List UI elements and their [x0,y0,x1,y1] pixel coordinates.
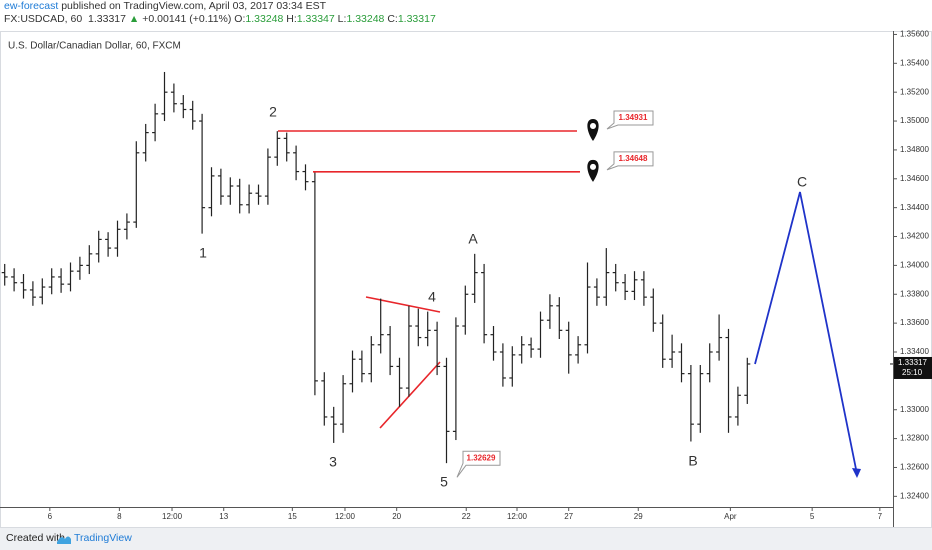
wave-label: 3 [329,454,337,470]
l-label: L: [337,13,347,25]
x-tick-label: 20 [392,512,401,521]
created-with: Created with [6,532,65,544]
header-line-1: ew-forecast published on TradingView.com… [4,0,436,13]
y-tick-label: 1.32400 [900,491,929,500]
callout [456,450,501,478]
callout [606,151,654,171]
wave-label: 5 [440,474,448,490]
y-tick-label: 1.35000 [900,116,929,125]
last-price-tag [894,356,932,379]
x-tick-label: 7 [878,512,883,521]
y-tick-label: 1.34600 [900,174,929,183]
y-tick-label: 1.34200 [900,232,929,241]
y-tick-label: 1.32800 [900,434,929,443]
o-label: O: [234,13,246,25]
bars [1,71,751,464]
published: published on TradingView.com, April 03, … [61,0,327,12]
header: ew-forecast published on TradingView.com… [4,0,436,26]
x-tick-label: 15 [288,512,297,521]
y-tick-label: 1.35600 [900,30,929,39]
y-tick-label: 1.33600 [900,318,929,327]
x-tick-label: 12:00 [162,512,183,521]
wave-label: 1 [199,245,207,261]
level-label: 1.34931 [619,113,648,122]
logo [57,536,71,544]
brand[interactable]: TradingView [74,532,132,544]
wave-label: B [688,453,697,469]
chart: U.S. Dollar/Canadian Dollar, 60, FXCM 1 … [0,30,932,528]
x-tick-label: 27 [564,512,573,521]
wave-label: C [797,174,807,190]
price: 1.33317 [88,13,126,25]
change: +0.00141 (+0.11%) [142,13,232,25]
x-tick-label: 12:00 [335,512,356,521]
header-line-2: FX:USDCAD, 60 1.33317 ▲ +0.00141 (+0.11%… [4,13,436,26]
y-tick-label: 1.34800 [900,145,929,154]
wave-label: A [468,231,478,247]
x-tick-label: 29 [634,512,643,521]
low-label: 1.32629 [467,453,496,462]
x-tick-label: 22 [462,512,471,521]
y-tick-label: 1.35200 [900,87,929,96]
y-tick-label: 1.33000 [900,405,929,414]
y-tick-label: 1.32600 [900,463,929,472]
y-tick-label: 1.34000 [900,261,929,270]
y-tick-label: 1.33400 [900,347,929,356]
open: 1.33248 [245,13,284,25]
pin [587,119,599,142]
footer: Created with TradingView [0,528,932,550]
trendline [379,361,441,429]
last-price-label: 1.33317 [898,358,927,367]
countdown: 25:10 [902,368,923,377]
high: 1.33347 [296,13,335,25]
y-tick-label: 1.34400 [900,203,929,212]
y-tick-label: 1.35400 [900,58,929,67]
arrow: ▲ [128,13,140,25]
projection-arrow [852,468,861,478]
symbol: FX:USDCAD, 60 [4,13,83,25]
wave-label: 2 [269,104,277,120]
x-tick-label: 12:00 [507,512,528,521]
x-tick-label: 8 [117,512,122,521]
projection [754,191,858,475]
x-tick-label: 6 [48,512,53,521]
trendline [365,296,441,313]
callout [606,110,654,130]
author-link[interactable]: ew-forecast [4,0,59,12]
c-label: C: [387,13,398,25]
level-label: 1.34648 [619,154,648,163]
close: 1.33317 [397,13,436,25]
low: 1.33248 [346,13,385,25]
chart-title: U.S. Dollar/Canadian Dollar, 60, FXCM [8,41,181,52]
wave-labels: 1 2 3 4 5 A B C [199,104,807,490]
x-tick-label: 13 [219,512,228,521]
pin [587,159,599,182]
x-tick-label: Apr [724,512,737,521]
h-label: H: [286,13,297,25]
y-tick-label: 1.33800 [900,289,929,298]
x-tick-label: 5 [810,512,815,521]
wave-label: 4 [428,289,436,305]
